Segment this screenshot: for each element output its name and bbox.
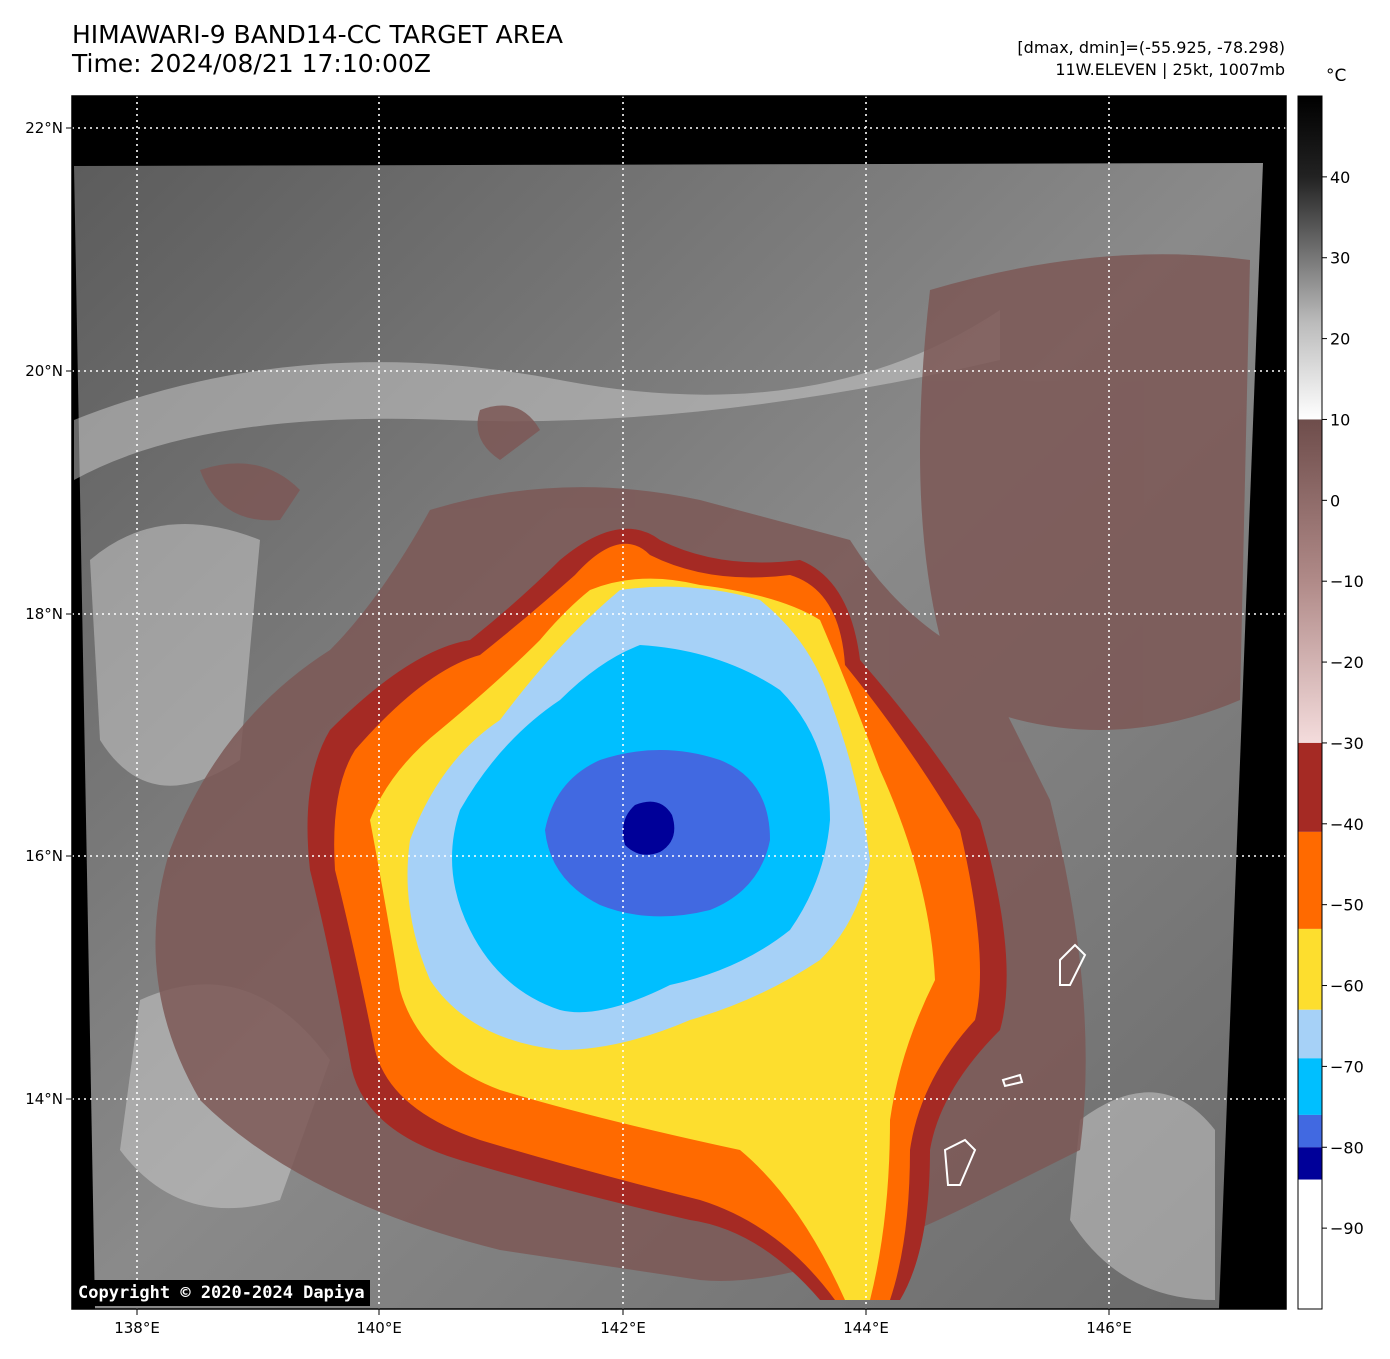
colorbar-tick-label: 20 — [1330, 330, 1350, 349]
title-line-2: Time: 2024/08/21 17:10:00Z — [72, 49, 431, 78]
colorbar-segment — [1298, 1114, 1322, 1148]
island-outline — [1059, 943, 1087, 986]
colorbar-tick-label: −50 — [1330, 896, 1364, 915]
colorbar-segment — [1298, 1058, 1322, 1115]
colorbar-unit: °C — [1326, 66, 1347, 86]
colorbar-tick-label: −20 — [1330, 653, 1364, 672]
colorbar-tick-label: 0 — [1330, 491, 1340, 510]
lat-label: 18°N — [25, 605, 63, 623]
copyright-label: Copyright © 2020-2024 Dapiya — [73, 1280, 370, 1306]
dmax-dmin-label: [dmax, dmin]=(-55.925, -78.298) — [1017, 38, 1285, 57]
colorbar-tick-label: −10 — [1330, 572, 1364, 591]
colorbar-tick-label: 30 — [1330, 249, 1350, 268]
colorbar-tick-label: −60 — [1330, 977, 1364, 996]
colorbar-tick-label: −40 — [1330, 815, 1364, 834]
colorbar-ticks: 40 30 20 10 0 −10 −20 −30 −40 −50 −60 −7… — [1330, 168, 1364, 1238]
lon-label: 138°E — [114, 1319, 160, 1337]
colorbar-tick-label: −80 — [1330, 1138, 1364, 1157]
lat-label: 14°N — [25, 1090, 63, 1108]
colorbar-tick-label: −70 — [1330, 1057, 1364, 1076]
cloud-top-minus80-to-minus84 — [622, 801, 675, 855]
map-frame — [71, 95, 1287, 1310]
colorbar-tick-label: −30 — [1330, 734, 1364, 753]
lon-label: 146°E — [1086, 1319, 1132, 1337]
colorbar — [1297, 95, 1327, 1310]
imagery-layer — [72, 96, 1286, 1309]
island-outline-2 — [1001, 1073, 1024, 1088]
colorbar-segment — [1298, 419, 1322, 743]
lat-lon-gridlines — [66, 96, 1286, 1315]
colorbar-tick-label: 10 — [1330, 410, 1350, 429]
colorbar-frame — [1297, 95, 1323, 1310]
guam-outline — [943, 1138, 977, 1186]
lat-label: 16°N — [25, 847, 63, 865]
colorbar-tick-label: −90 — [1330, 1219, 1364, 1238]
chart-title: HIMAWARI-9 BAND14-CC TARGET AREA Time: 2… — [72, 20, 563, 78]
lon-label: 140°E — [356, 1319, 402, 1337]
colorbar-segment — [1298, 831, 1322, 929]
storm-name-label: 11W.ELEVEN | 25kt, 1007mb — [1055, 60, 1285, 79]
title-line-1: HIMAWARI-9 BAND14-CC TARGET AREA — [72, 20, 564, 49]
lat-label: 20°N — [25, 362, 63, 380]
storm-info: [dmax, dmin]=(-55.925, -78.298) 11W.ELEV… — [1017, 37, 1285, 81]
lat-label: 22°N — [25, 119, 63, 137]
colorbar-segment — [1298, 1179, 1322, 1309]
colorbar-segment — [1298, 1147, 1322, 1180]
lon-label: 144°E — [843, 1319, 889, 1337]
axis-labels: 22°N 20°N 18°N 16°N 14°N 138°E 140°E 142… — [25, 119, 1132, 1337]
colorbar-segment — [1298, 96, 1322, 420]
colorbar-segment — [1298, 928, 1322, 1010]
colorbar-segment — [1298, 1009, 1322, 1059]
colorbar-segment — [1298, 742, 1322, 832]
colorbar-tick-label: 40 — [1330, 168, 1350, 187]
lon-label: 142°E — [600, 1319, 646, 1337]
